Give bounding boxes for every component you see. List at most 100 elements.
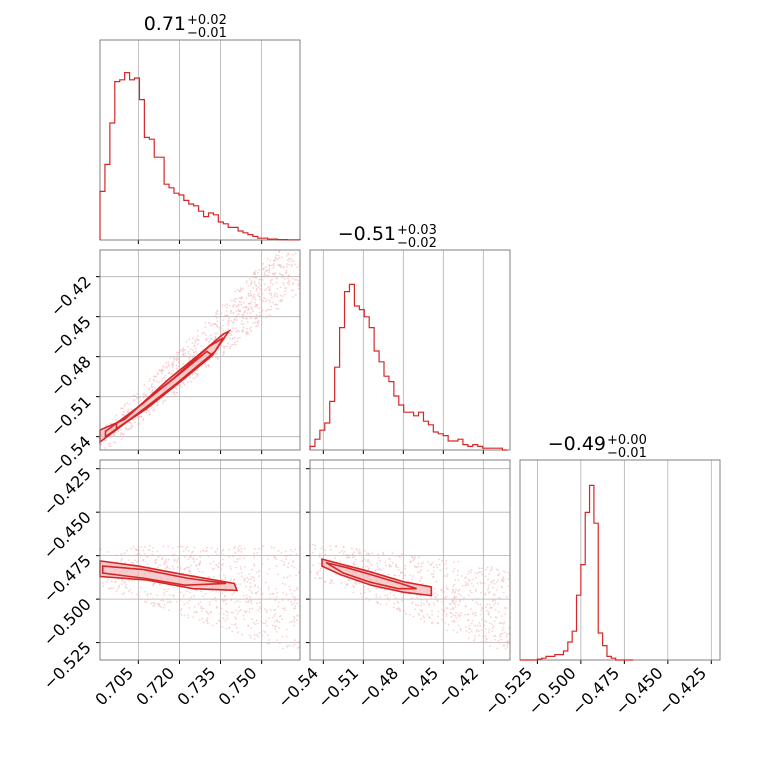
- scatter-point: [284, 290, 286, 293]
- scatter-point: [135, 548, 138, 551]
- scatter-point: [159, 564, 161, 567]
- scatter-point: [291, 259, 294, 262]
- scatter-point: [125, 587, 128, 590]
- scatter-point: [194, 339, 197, 342]
- x-tick-label: −0.500: [524, 663, 579, 718]
- scatter-point: [228, 304, 231, 307]
- scatter-point: [431, 561, 434, 564]
- scatter-point: [228, 555, 231, 558]
- scatter-point: [219, 329, 222, 332]
- scatter-point: [235, 566, 237, 569]
- scatter-point: [120, 553, 123, 555]
- scatter-point: [376, 562, 379, 565]
- scatter-point: [266, 642, 269, 645]
- scatter-point: [293, 602, 295, 605]
- scatter-point: [459, 614, 462, 617]
- scatter-point: [197, 335, 199, 337]
- scatter-point: [506, 643, 509, 646]
- scatter-point: [274, 588, 277, 590]
- scatter-point: [277, 549, 280, 552]
- scatter-point: [413, 556, 416, 559]
- scatter-point: [433, 592, 436, 595]
- panel-frame: [99, 249, 301, 451]
- scatter-point: [444, 621, 447, 624]
- scatter-point: [240, 303, 243, 306]
- scatter-point: [260, 320, 263, 323]
- scatter-point: [115, 590, 118, 592]
- scatter-point: [192, 595, 195, 597]
- scatter-point: [287, 277, 289, 280]
- scatter-point: [478, 622, 481, 624]
- scatter-point: [167, 598, 169, 601]
- contour-level: [101, 565, 227, 587]
- scatter-point: [249, 582, 252, 584]
- scatter-point: [206, 576, 209, 579]
- scatter-point: [443, 575, 446, 577]
- scatter-point: [122, 580, 125, 583]
- scatter-point: [428, 616, 431, 619]
- scatter-point: [352, 555, 355, 558]
- scatter-point: [172, 360, 175, 363]
- scatter-point: [137, 546, 140, 548]
- scatter-point: [263, 630, 265, 633]
- scatter-point: [453, 597, 455, 599]
- x-tick-label: −0.475: [568, 663, 623, 718]
- scatter-point: [152, 605, 155, 607]
- scatter-point: [462, 598, 465, 601]
- scatter-point: [240, 323, 243, 326]
- scatter-point: [221, 558, 224, 561]
- scatter-point: [441, 559, 444, 562]
- scatter-point: [126, 549, 128, 552]
- scatter-point: [452, 607, 454, 609]
- scatter-point: [201, 571, 204, 573]
- scatter-point: [253, 548, 256, 550]
- scatter-point: [196, 369, 199, 371]
- scatter-point: [225, 627, 228, 630]
- scatter-point: [237, 308, 240, 311]
- scatter-point: [412, 559, 415, 562]
- scatter-point: [243, 577, 245, 580]
- scatter-point: [207, 613, 210, 616]
- scatter-point: [286, 645, 289, 648]
- panel-title-median: −0.51: [338, 223, 396, 245]
- scatter-point: [351, 547, 353, 550]
- scatter-point: [237, 547, 240, 550]
- scatter-point: [274, 613, 277, 616]
- scatter-point: [507, 642, 510, 644]
- scatter-point: [502, 579, 505, 582]
- scatter-point: [476, 629, 479, 631]
- scatter-point: [121, 413, 124, 416]
- scatter-point: [223, 599, 225, 602]
- scatter-point: [297, 284, 300, 287]
- scatter-point: [186, 601, 189, 604]
- scatter-point: [210, 324, 213, 327]
- panel-title-plus: +0.02: [187, 13, 227, 28]
- scatter-point: [407, 580, 409, 582]
- scatter-point: [164, 374, 167, 377]
- scatter-point: [233, 578, 236, 581]
- scatter-point: [293, 618, 296, 621]
- scatter-point: [295, 588, 298, 591]
- scatter-point: [411, 575, 414, 578]
- scatter-point: [271, 624, 274, 627]
- scatter-point: [118, 586, 120, 588]
- scatter-point: [243, 311, 246, 314]
- scatter-point: [420, 602, 423, 604]
- scatter-point: [489, 645, 492, 647]
- scatter-point: [253, 556, 256, 559]
- scatter-point: [208, 358, 211, 361]
- scatter-point: [329, 581, 332, 584]
- scatter-point: [176, 561, 178, 563]
- scatter-point: [264, 608, 266, 611]
- scatter-point: [471, 599, 474, 602]
- scatter-point: [284, 287, 287, 290]
- scatter-point: [257, 609, 259, 612]
- scatter-point: [294, 252, 297, 255]
- scatter-point: [163, 592, 165, 594]
- scatter-point: [225, 310, 228, 313]
- scatter-point: [343, 550, 346, 553]
- scatter-point: [192, 616, 195, 619]
- scatter-point: [293, 620, 296, 623]
- scatter-point: [487, 578, 489, 581]
- scatter-point: [202, 621, 205, 624]
